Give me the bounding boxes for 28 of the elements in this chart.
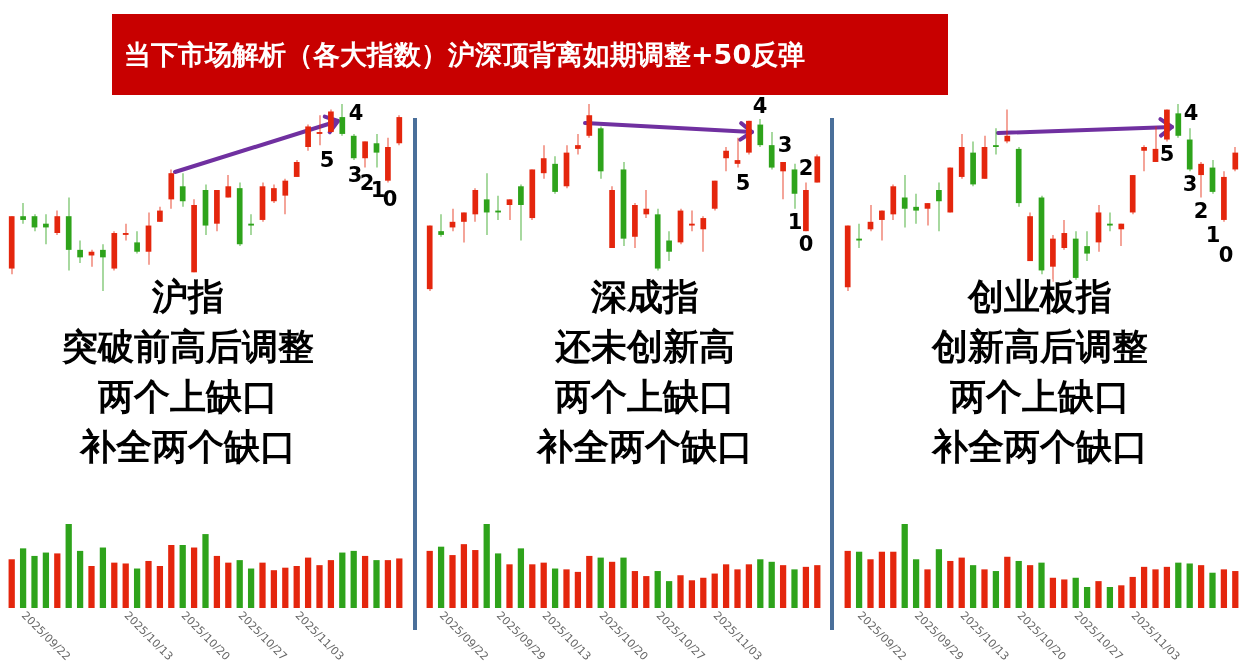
annotation: 2 <box>798 155 814 180</box>
text: 两个上缺口 <box>950 376 1130 417</box>
text: 创新高后调整 <box>932 326 1148 367</box>
text: 突破前高后调整 <box>62 326 314 367</box>
annotation: 3 <box>1182 171 1198 196</box>
annotation: 3 <box>777 132 793 157</box>
annotation: 5 <box>1159 141 1175 166</box>
annotation: 5 <box>735 170 751 195</box>
text: 两个上缺口 <box>98 376 278 417</box>
text: 补全两个缺口 <box>537 426 753 467</box>
annotation: 4 <box>752 93 768 118</box>
annotation: 1 <box>1205 222 1221 247</box>
annotation: 2 <box>1193 198 1209 223</box>
annotation: 4 <box>1183 100 1199 125</box>
annotation: 0 <box>1218 242 1234 267</box>
annotation: 5 <box>319 147 335 172</box>
annotation: 0 <box>382 186 398 211</box>
text: 两个上缺口 <box>555 376 735 417</box>
text: 补全两个缺口 <box>932 426 1148 467</box>
annotation: 1 <box>787 209 803 234</box>
annotation: 0 <box>798 231 814 256</box>
text: 还未创新高 <box>555 326 735 367</box>
annotation: 创业板指 <box>968 276 1112 317</box>
annotation: 深成指 <box>591 276 699 317</box>
text: 当下市场解析（各大指数）沪深顶背离如期调整+50反弹 <box>124 37 806 72</box>
annotation: 沪指 <box>152 276 224 317</box>
annotation: 4 <box>348 100 364 125</box>
text: 补全两个缺口 <box>80 426 296 467</box>
